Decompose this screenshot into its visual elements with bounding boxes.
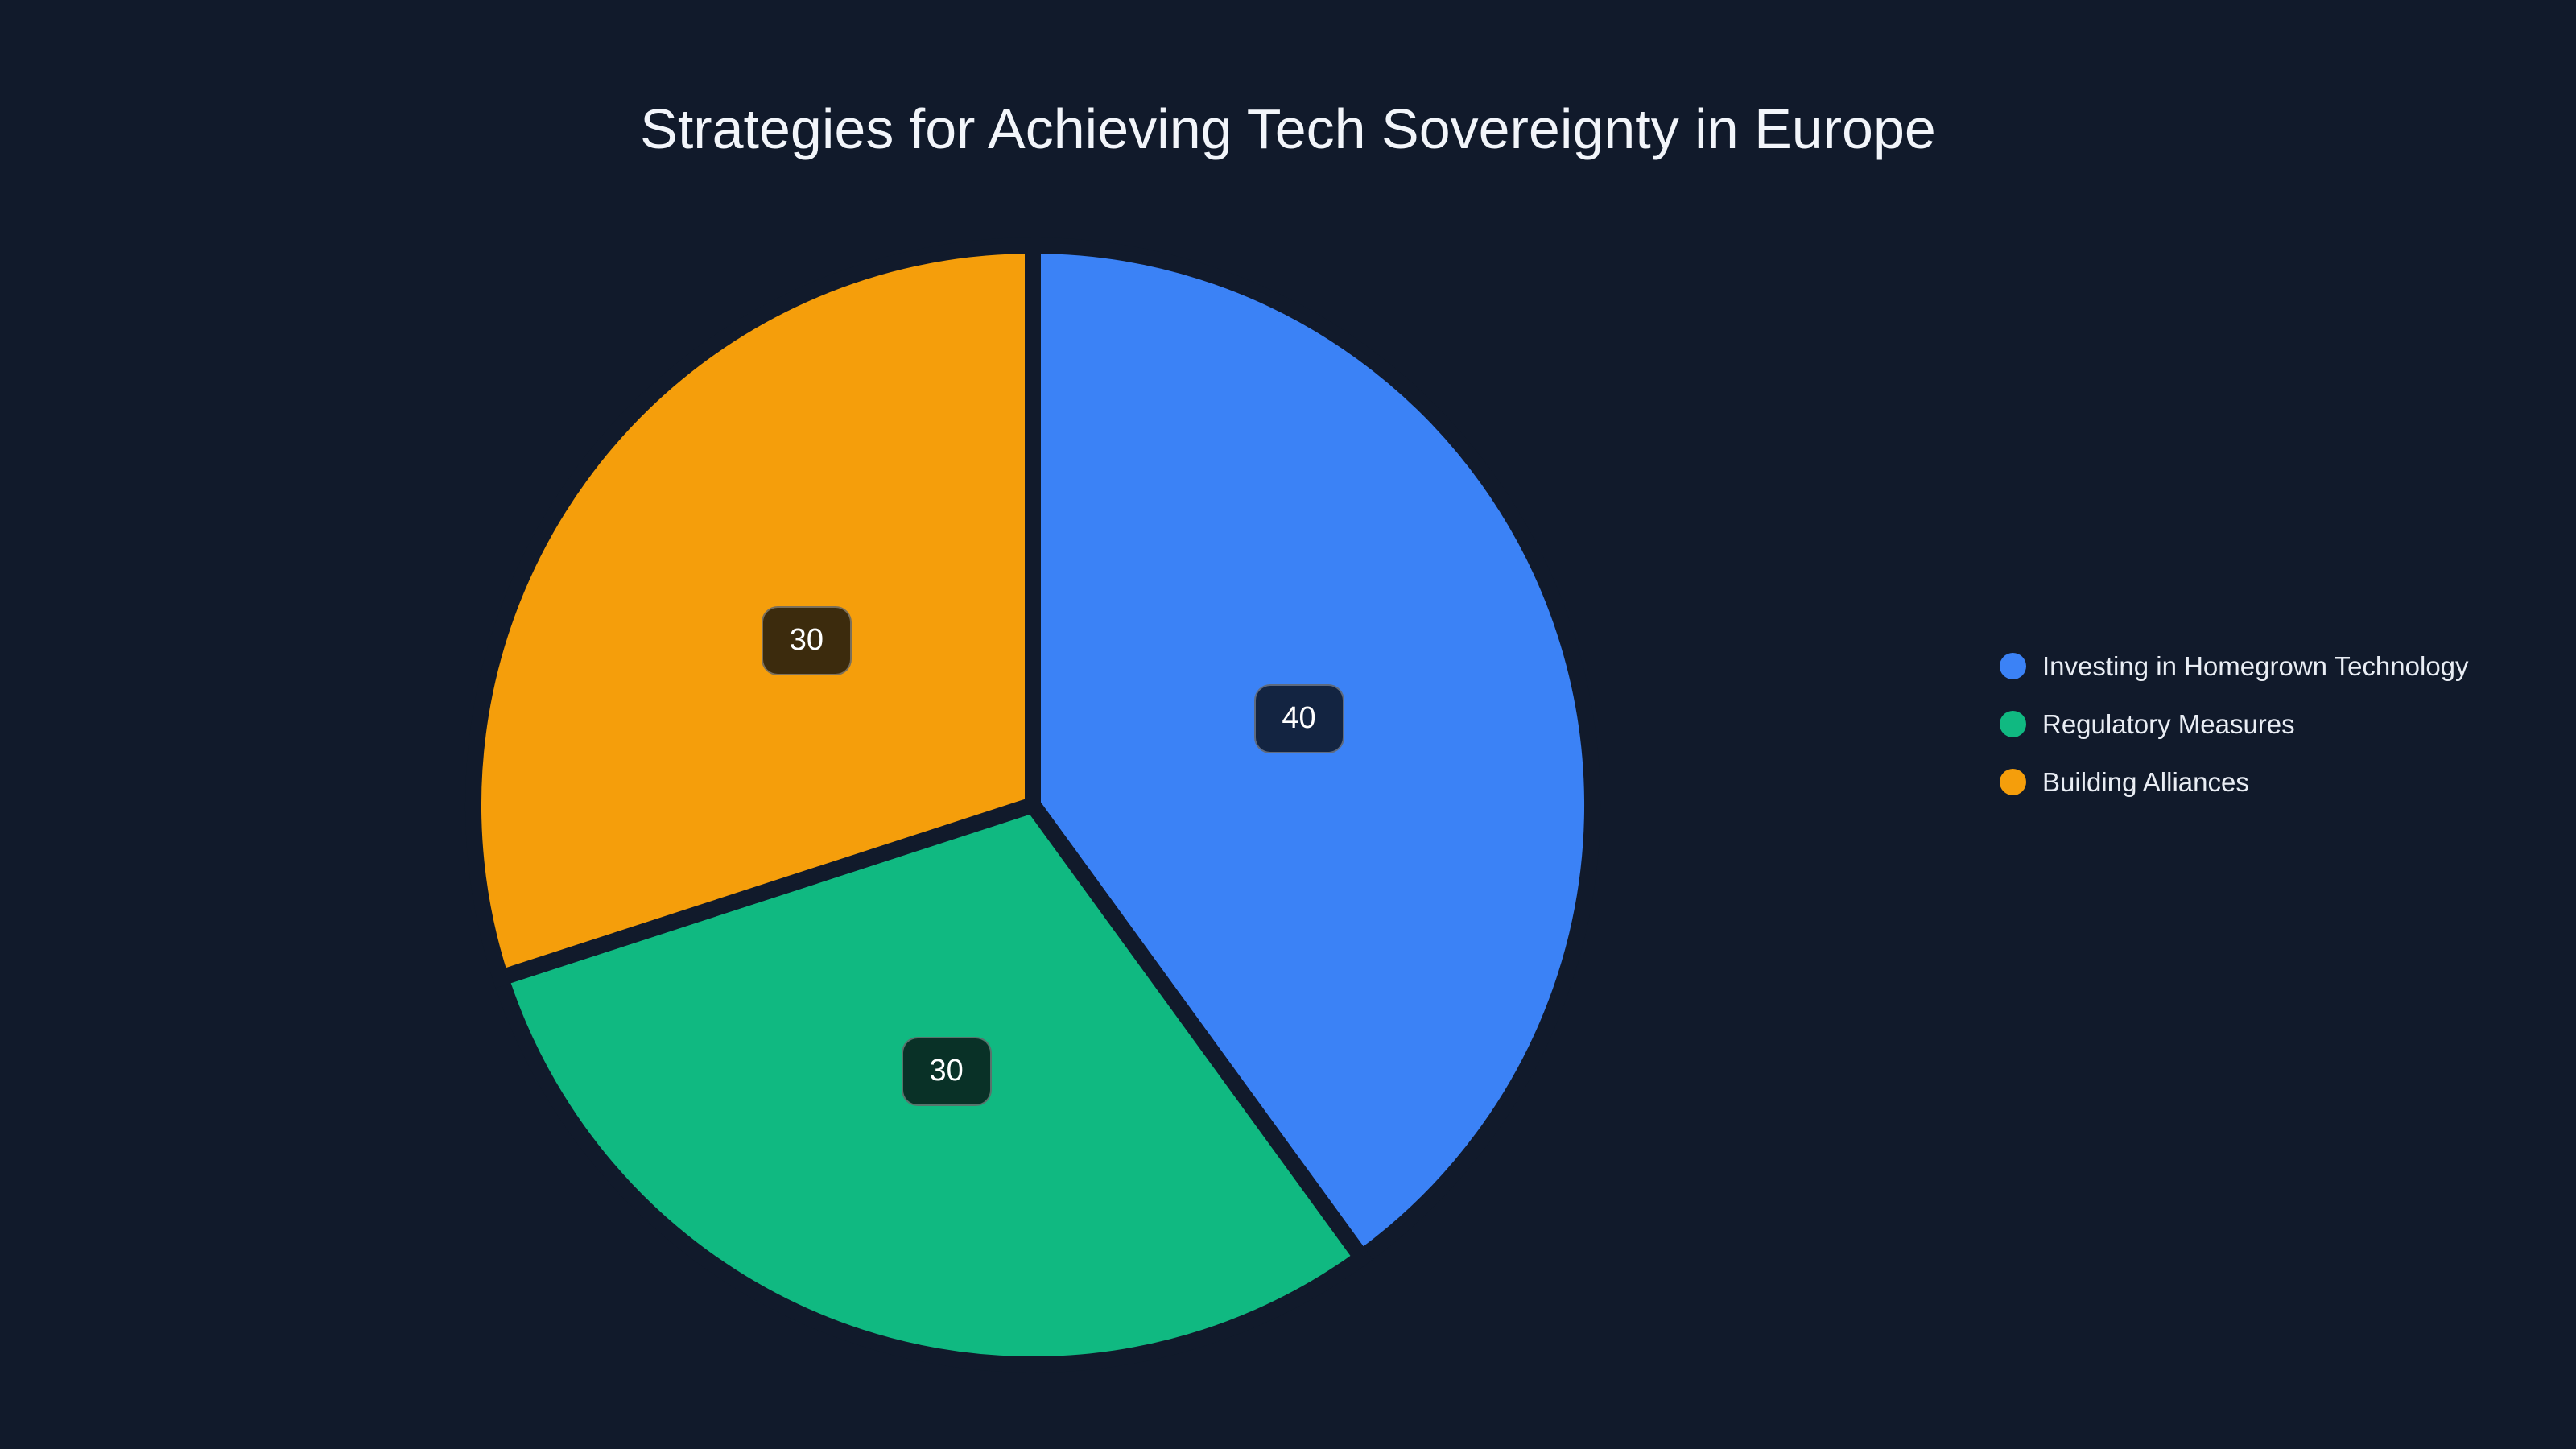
legend-marker-circle <box>2000 653 2026 679</box>
legend-item-label: Regulatory Measures <box>2042 709 2295 739</box>
legend: Investing in Homegrown Technology Regula… <box>2000 653 2469 795</box>
legend-item-regulatory-measures[interactable]: Regulatory Measures <box>2000 711 2469 737</box>
slice-value-label: 30 <box>901 1036 992 1106</box>
legend-item-investing-in-homegrown-technology[interactable]: Investing in Homegrown Technology <box>2000 653 2469 679</box>
legend-item-building-alliances[interactable]: Building Alliances <box>2000 769 2469 795</box>
slice-value-label: 40 <box>1253 683 1344 753</box>
legend-marker-circle <box>2000 769 2026 795</box>
legend-item-label: Investing in Homegrown Technology <box>2042 651 2469 681</box>
legend-marker-circle <box>2000 711 2026 737</box>
chart-title: Strategies for Achieving Tech Sovereignt… <box>640 97 1936 160</box>
legend-item-label: Building Alliances <box>2042 767 2249 797</box>
pie-slice-building-alliances[interactable] <box>464 237 1041 989</box>
slice-value-label: 30 <box>761 605 852 675</box>
pie-slices <box>464 237 1601 1373</box>
